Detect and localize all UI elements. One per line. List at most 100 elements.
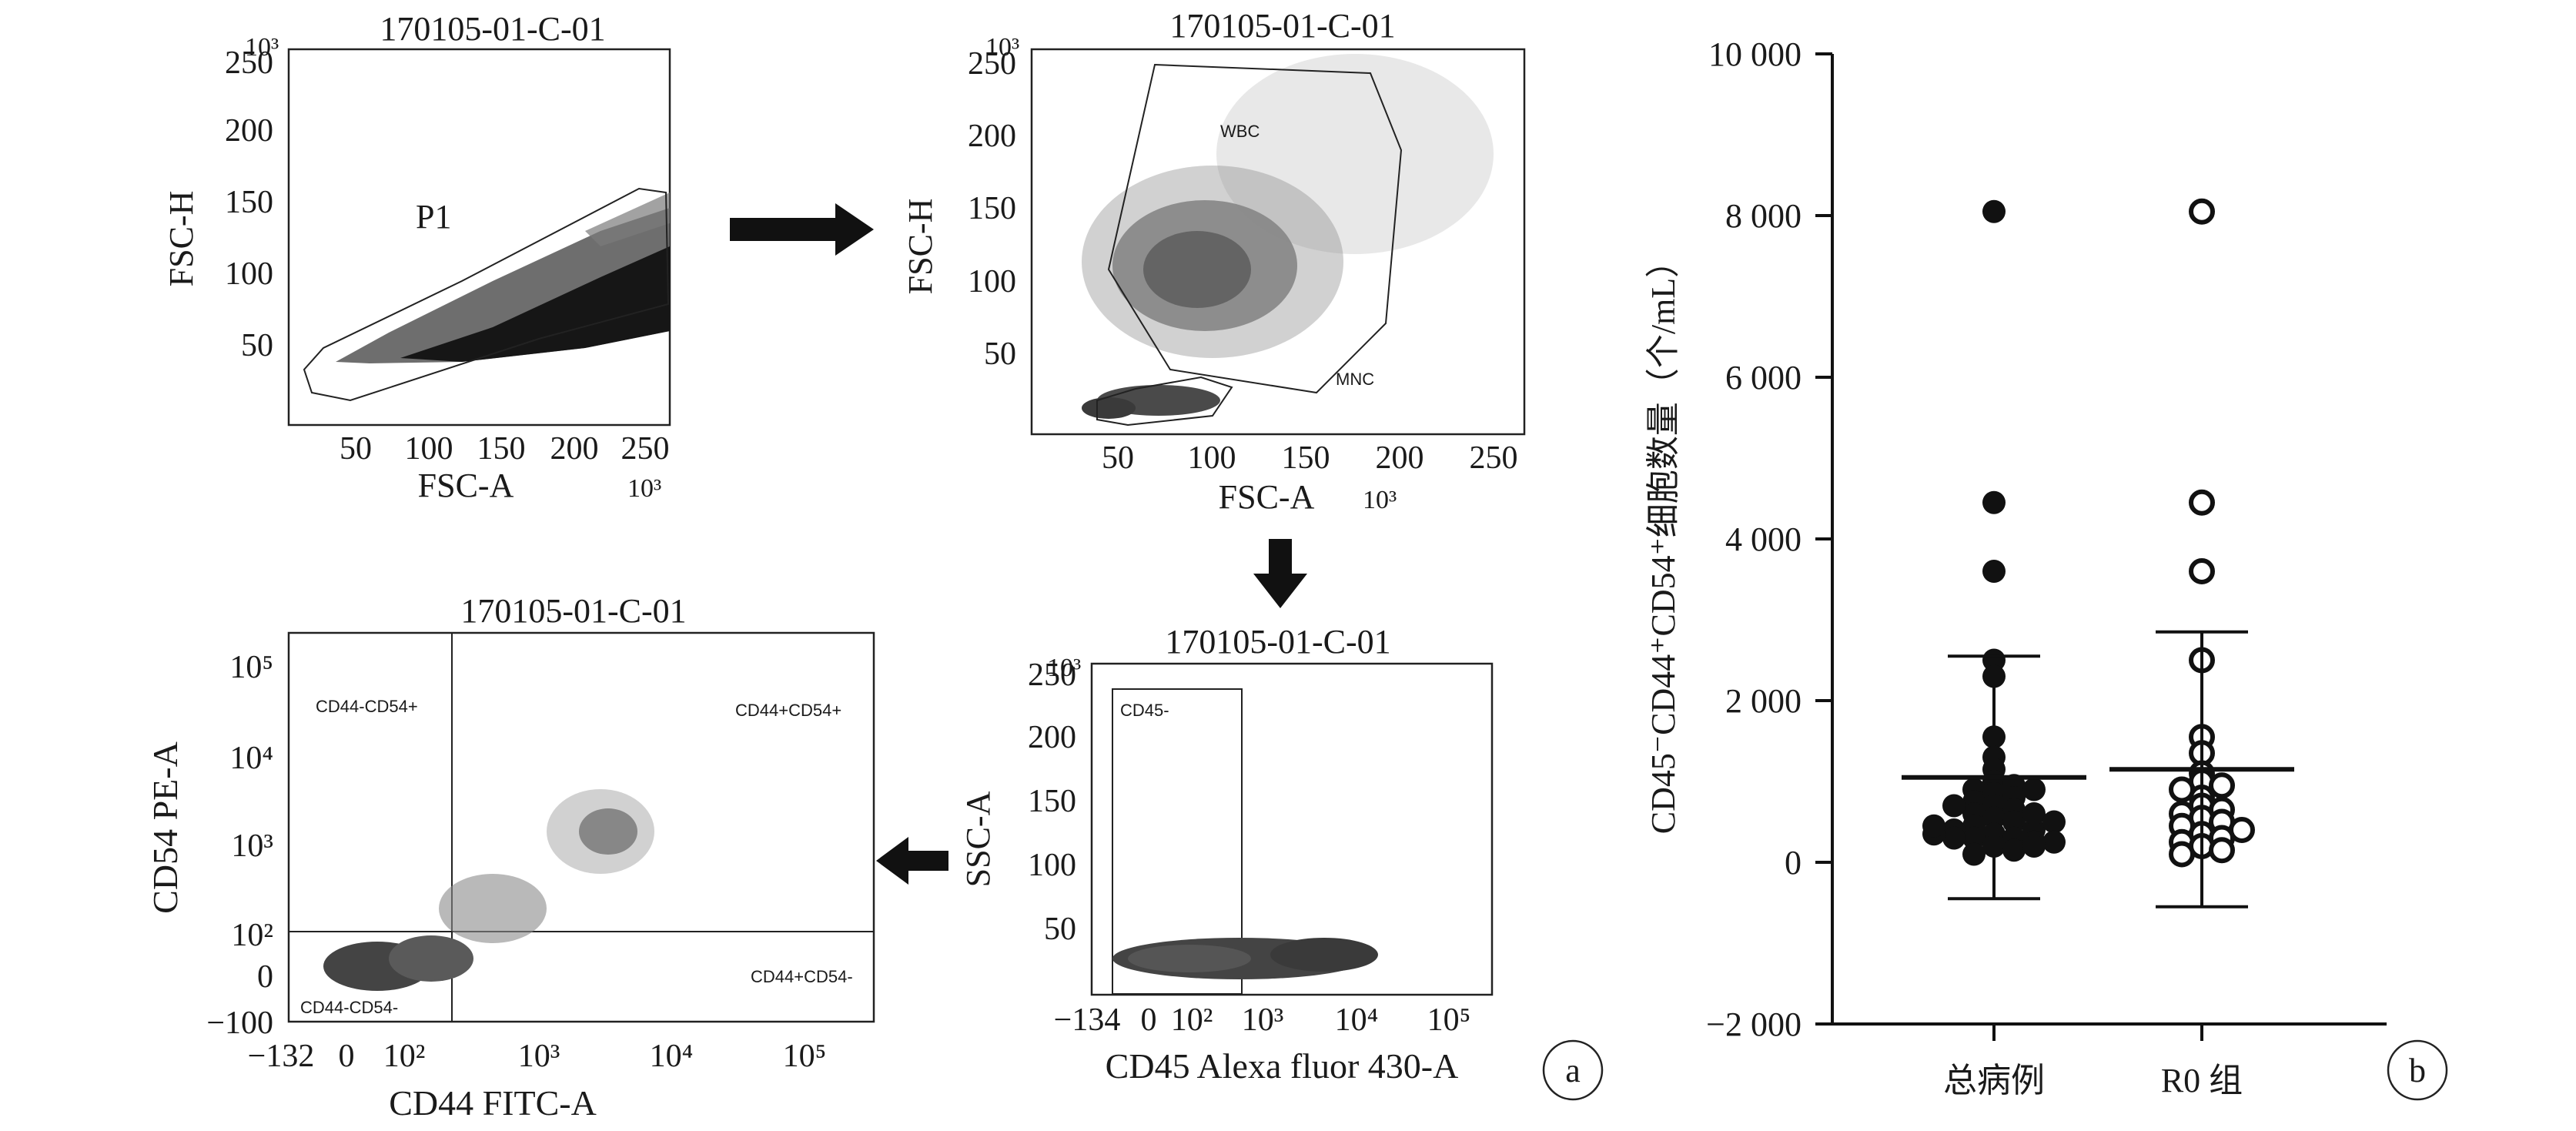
plot3-xtick-1e4: 10⁴ — [1335, 1002, 1379, 1038]
plot3-density — [1112, 938, 1378, 979]
plot1-xtick-100: 100 — [405, 431, 453, 467]
plot4-title: 170105-01-C-01 — [460, 592, 686, 630]
plot1-ytick-50: 50 — [241, 328, 273, 363]
plot4-density — [323, 789, 654, 991]
y-tick-label: −2 000 — [1706, 1006, 1802, 1043]
gate-label-wbc: WBC — [1220, 122, 1260, 141]
plot1-x-exponent: 10³ — [627, 474, 661, 503]
y-tick-label: 10 000 — [1708, 35, 1802, 73]
panel-a-badge — [1542, 1039, 1604, 1101]
plot3-ytick-50: 50 — [1044, 912, 1076, 947]
plot4-xtick-1e3: 10³ — [518, 1039, 560, 1074]
data-point-r0-group — [2169, 841, 2195, 868]
x-category-label: R0 组 — [2161, 1062, 2243, 1099]
gate-cd45neg-outline — [1112, 688, 1243, 995]
plot2-ytick-150: 150 — [968, 191, 1016, 226]
plot4-xtick-1e5: 10⁵ — [783, 1039, 827, 1074]
plot1-ytick-250: 250 — [225, 45, 273, 81]
plot2-xtick-150: 150 — [1282, 440, 1330, 476]
data-point-total-cases — [2042, 830, 2066, 854]
flow-plot-4: 170105-01-C-01 CD44-CD54+ CD44+CD54+ CD4… — [146, 592, 875, 1123]
plot1-ytick-200: 200 — [225, 113, 273, 149]
plot4-ytick-1e5: 10⁵ — [229, 650, 273, 685]
data-point-total-cases — [1942, 826, 1965, 850]
data-point-r0-group — [2209, 772, 2235, 799]
data-point-r0-group — [2189, 198, 2215, 225]
plot1-title: 170105-01-C-01 — [380, 10, 605, 48]
plot3-xtick-neg134: −134 — [1054, 1002, 1121, 1038]
arrow-left — [876, 837, 948, 885]
flow-plot-3: 170105-01-C-01 CD45- 10³ 50 100 150 200 … — [959, 623, 1494, 1086]
plot4-ytick-1e4: 10⁴ — [229, 741, 273, 776]
plot4-ytick-0: 0 — [257, 959, 273, 995]
plot1-y-exponent: 10³ — [245, 33, 279, 62]
plot2-xtick-50: 50 — [1102, 440, 1134, 476]
plot2-ytick-250: 250 — [968, 46, 1016, 82]
plot2-xtick-200: 200 — [1376, 440, 1424, 476]
gate-p1-outline — [303, 187, 670, 402]
chart-error-bars — [1902, 630, 2294, 908]
data-point-total-cases — [2022, 778, 2046, 801]
gate-label-cd45neg: CD45- — [1120, 701, 1169, 720]
panel-b-label: b — [2409, 1052, 2426, 1089]
arrow-down — [1253, 539, 1307, 608]
plot3-ytick-150: 150 — [1028, 784, 1076, 819]
plot3-ylabel: SSC-A — [959, 791, 997, 887]
quadrant-label-cd44neg-cd54pos: CD44-CD54+ — [316, 697, 418, 716]
y-tick-label: 0 — [1785, 844, 1802, 882]
plot3-ytick-250: 250 — [1028, 658, 1076, 693]
flow-plot-1: 170105-01-C-01 P1 10³ 50 100 150 200 250… — [162, 10, 671, 504]
data-point-total-cases — [1962, 842, 1986, 866]
plot3-xtick-0: 0 — [1141, 1002, 1157, 1038]
data-point-total-cases — [2002, 838, 2026, 862]
plot2-ytick-50: 50 — [984, 336, 1016, 372]
plot2-ytick-200: 200 — [968, 119, 1016, 154]
plot3-ytick-100: 100 — [1028, 848, 1076, 883]
y-tick-label: 8 000 — [1725, 197, 1802, 235]
plot3-frame — [1090, 662, 1494, 996]
plot2-density — [1082, 54, 1494, 419]
flow-plot-2: 170105-01-C-01 WBC MNC 10³ 50 100 150 20… — [902, 7, 1526, 516]
plot1-xlabel: FSC-A — [418, 467, 514, 504]
plot1-xtick-200: 200 — [550, 431, 599, 467]
gate-label-p1: P1 — [416, 198, 451, 236]
plot2-y-exponent: 10³ — [985, 33, 1019, 62]
plot2-ytick-100: 100 — [968, 264, 1016, 299]
data-point-total-cases — [2042, 810, 2066, 834]
plot2-ylabel: FSC-H — [902, 199, 939, 295]
plot4-xtick-neg132: −132 — [248, 1039, 315, 1074]
x-category-label: 总病例 — [1943, 1062, 2045, 1099]
plot3-xlabel: CD45 Alexa fluor 430-A — [1106, 1046, 1459, 1086]
chart-y-ticks: −2 000 0 2 000 4 000 6 000 8 000 10 000 — [1706, 35, 1832, 1043]
plot2-xtick-250: 250 — [1470, 440, 1518, 476]
data-point-r0-group — [2189, 558, 2215, 584]
plot1-ytick-150: 150 — [225, 185, 273, 220]
y-tick-label: 4 000 — [1725, 520, 1802, 558]
data-point-r0-group — [2189, 489, 2215, 516]
plot3-xtick-1e3: 10³ — [1242, 1002, 1284, 1038]
plot3-y-exponent: 10³ — [1047, 654, 1081, 682]
panel-b-badge — [2387, 1039, 2448, 1101]
plot3-xtick-1e5: 10⁵ — [1427, 1002, 1471, 1038]
plot2-title: 170105-01-C-01 — [1169, 7, 1395, 45]
data-point-total-cases — [1962, 826, 1986, 850]
plot4-ytick-1e2: 10² — [231, 918, 273, 953]
plot4-xlabel: CD44 FITC-A — [389, 1083, 597, 1123]
plot1-ytick-100: 100 — [225, 256, 273, 292]
data-point-total-cases — [2022, 835, 2046, 858]
quadrant-label-cd44neg-cd54neg: CD44-CD54- — [300, 998, 398, 1017]
plot4-ylabel: CD54 PE-A — [146, 741, 185, 914]
data-point-total-cases — [1982, 560, 2006, 583]
data-point-total-cases — [1922, 814, 1945, 838]
plot3-xtick-1e2: 10² — [1171, 1002, 1213, 1038]
data-point-total-cases — [1942, 794, 1965, 818]
gate-wbc-outline — [1107, 63, 1403, 394]
plot1-xtick-150: 150 — [477, 431, 526, 467]
plot2-xtick-100: 100 — [1188, 440, 1236, 476]
plot2-x-exponent: 10³ — [1363, 486, 1397, 514]
plot2-xlabel: FSC-A — [1219, 478, 1315, 516]
plot1-xtick-250: 250 — [621, 431, 670, 467]
chart-y-axis-label: CD45⁻CD44⁺CD54⁺细胞数量（个/mL） — [1644, 244, 1682, 834]
data-point-r0-group — [2209, 837, 2235, 864]
